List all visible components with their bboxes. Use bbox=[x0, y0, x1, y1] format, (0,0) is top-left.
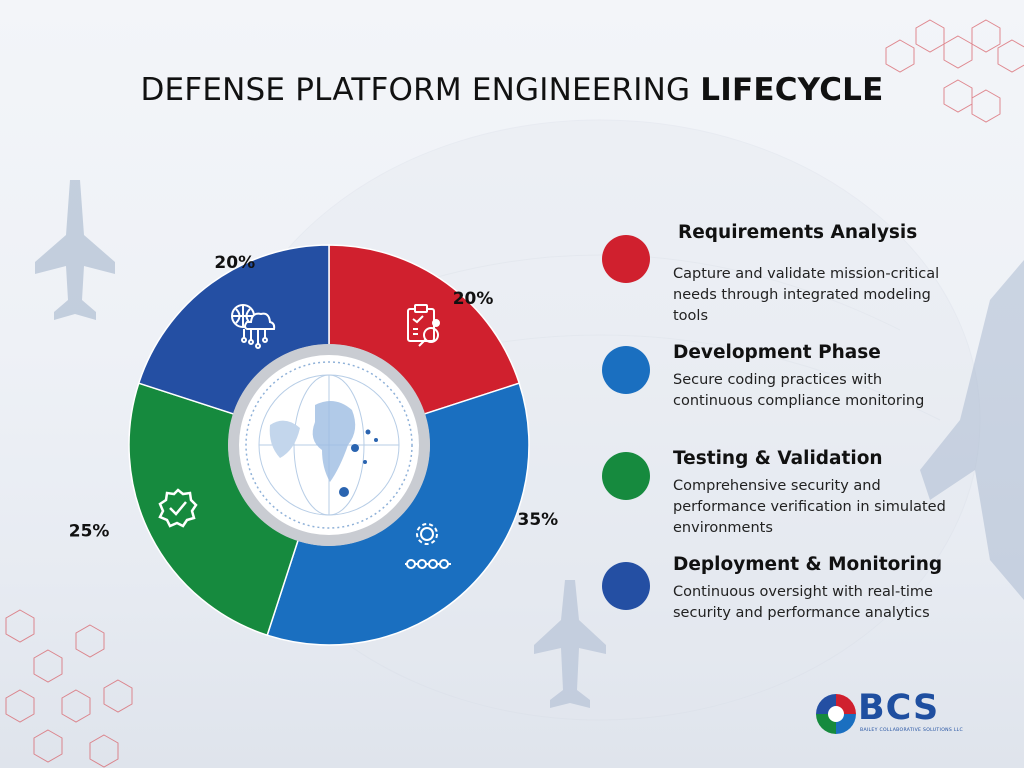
legend-title: Development Phase bbox=[673, 342, 881, 363]
page-title: DEFENSE PLATFORM ENGINEERING LIFECYCLE bbox=[0, 72, 1024, 108]
legend-swatch bbox=[602, 235, 650, 283]
legend-description: Continuous oversight with real-time secu… bbox=[673, 584, 933, 621]
logo-subtitle: BAILEY COLLABORATIVE SOLUTIONS LLC bbox=[860, 728, 964, 733]
percent-label-testing: 25% bbox=[69, 521, 110, 541]
hexagon-network-icon bbox=[5, 609, 133, 768]
percent-label-development: 35% bbox=[518, 510, 559, 530]
globe-icon bbox=[228, 344, 430, 546]
title-bold: LIFECYCLE bbox=[700, 72, 884, 108]
legend-swatch bbox=[602, 346, 650, 394]
fighter-jet-icon bbox=[35, 180, 115, 320]
chart-percent-labels: 20% 35% 25% 20% bbox=[69, 253, 559, 541]
bcs-swirl-logo-icon bbox=[816, 694, 856, 734]
title-regular: DEFENSE PLATFORM ENGINEERING bbox=[140, 72, 691, 108]
legend-description: Secure coding practices with continuous … bbox=[673, 372, 925, 409]
chart-slices bbox=[128, 244, 530, 646]
legend-swatch bbox=[602, 452, 650, 500]
legend-title: Testing & Validation bbox=[673, 448, 883, 469]
legend-title: Requirements Analysis bbox=[678, 222, 918, 243]
fighter-jet-icon bbox=[920, 260, 1024, 600]
hexagon-network-icon bbox=[885, 19, 1024, 123]
legend-description: Comprehensive security and performance v… bbox=[673, 478, 946, 536]
cloud-network-icon bbox=[231, 304, 276, 349]
legend-title: Deployment & Monitoring bbox=[673, 554, 943, 575]
clipboard-search-icon bbox=[407, 304, 440, 347]
legend-description: Capture and validate mission-critical ne… bbox=[673, 266, 940, 324]
logo-wordmark: BCS bbox=[858, 688, 940, 728]
bcs-logo: BCS BAILEY COLLABORATIVE SOLUTIONS LLC bbox=[814, 688, 963, 740]
shield-check-icon bbox=[158, 488, 198, 528]
percent-label-deployment: 20% bbox=[214, 253, 255, 273]
percent-label-requirements: 20% bbox=[453, 289, 494, 309]
fighter-jet-icon bbox=[534, 580, 606, 708]
legend-swatch bbox=[602, 562, 650, 610]
gear-process-icon bbox=[405, 523, 451, 569]
donut-chart: 20% 35% 25% 20% bbox=[69, 244, 558, 646]
